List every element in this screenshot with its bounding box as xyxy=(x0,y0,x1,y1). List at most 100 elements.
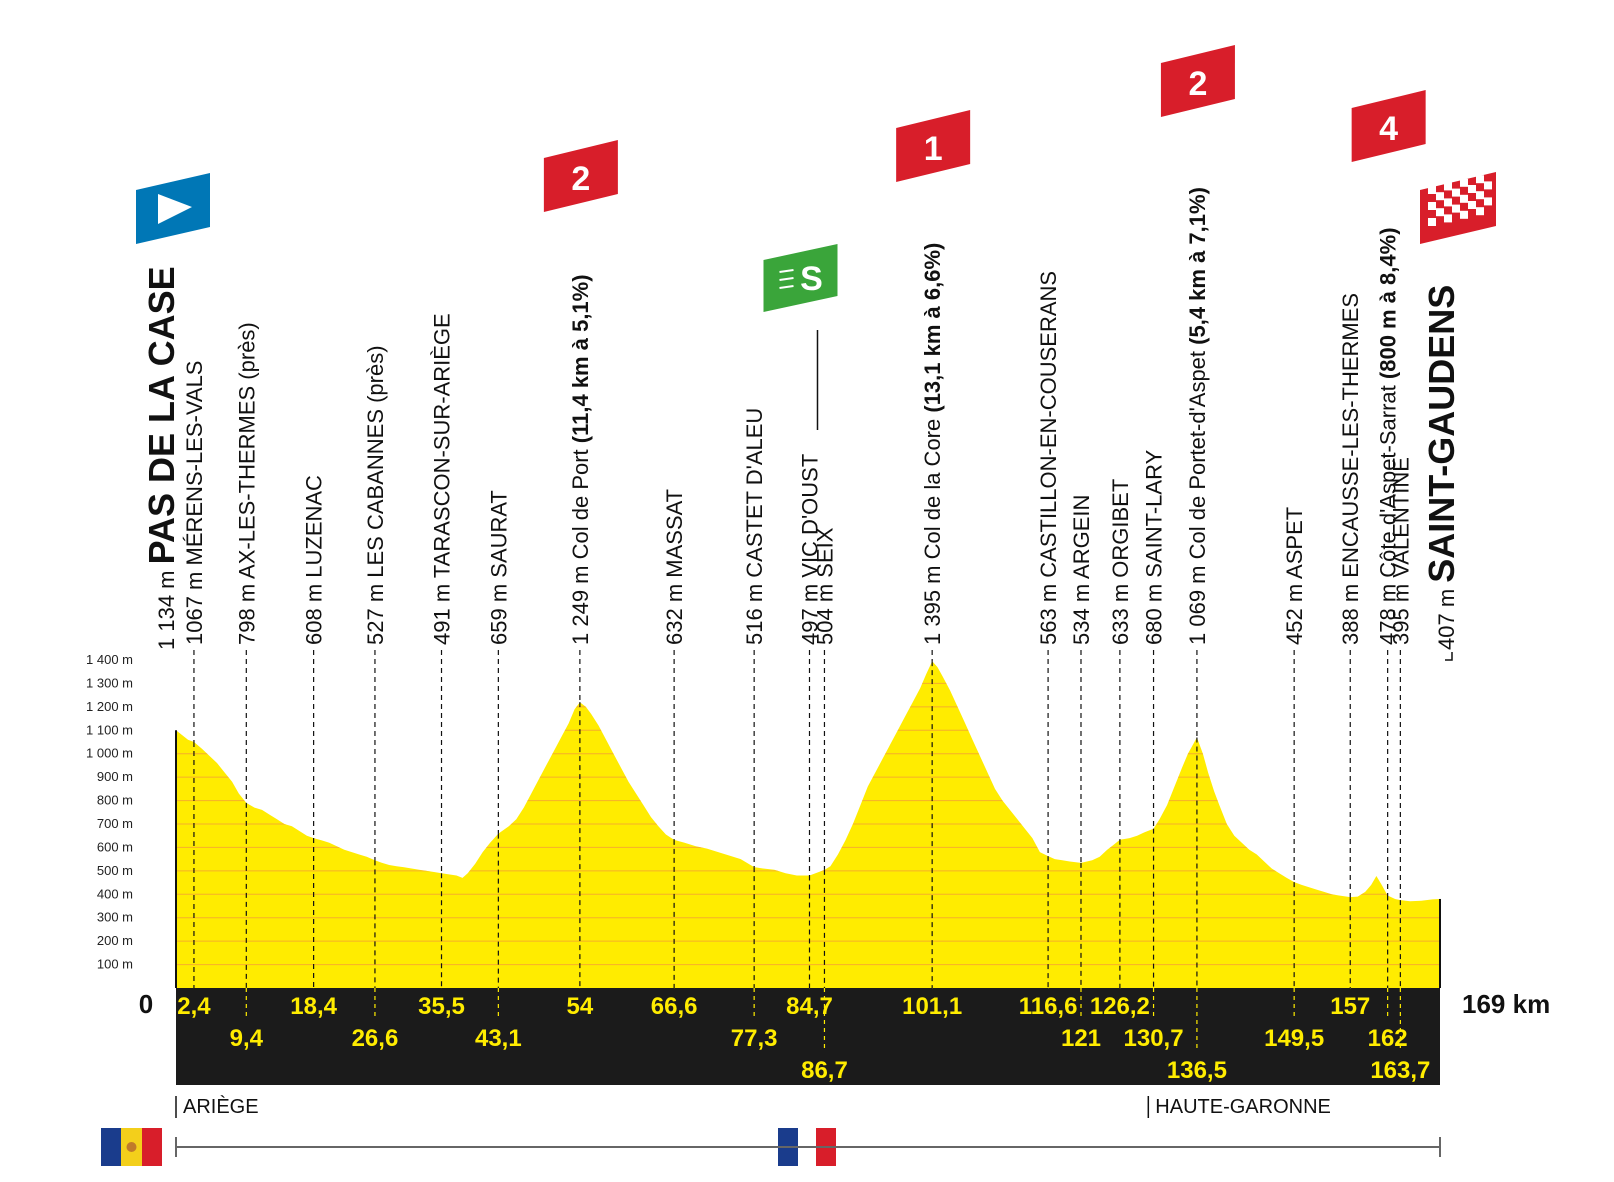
waypoint-altitude: 1 069 m xyxy=(1185,559,1210,645)
checker-square xyxy=(1428,202,1436,210)
waypoint-label: 680 m SAINT-LARY xyxy=(1142,449,1167,645)
speed-line xyxy=(779,269,794,273)
km-label: 121 xyxy=(1061,1025,1101,1052)
category-marker-icon: 2 xyxy=(543,140,618,212)
checker-square xyxy=(1428,186,1436,194)
waypoint-name: Col de Port xyxy=(568,449,593,559)
waypoint-altitude: 527 m xyxy=(363,578,388,645)
waypoint-name: CASTET D'ALEU xyxy=(742,408,767,578)
waypoint-altitude: 608 m xyxy=(302,578,327,645)
waypoint-name: Côte d'Aspet-Sarrat xyxy=(1376,385,1401,578)
waypoint-altitude: 478 m xyxy=(1376,578,1401,645)
waypoint-label: 478 m Côte d'Aspet-Sarrat (800 m à 8,4%) xyxy=(1376,227,1401,645)
checker-square xyxy=(1476,175,1484,184)
checker-square xyxy=(1452,188,1460,197)
km-label: 126,2 xyxy=(1090,993,1150,1020)
km-label: 54 xyxy=(567,993,594,1020)
km-band-background xyxy=(176,988,1440,1085)
sprint-marker-icon: S xyxy=(763,244,838,312)
waypoint-label: 452 m ASPET xyxy=(1282,507,1307,645)
waypoint-label: 633 m ORGIBET xyxy=(1108,479,1133,645)
category-flag xyxy=(543,140,618,212)
waypoint-label: 504 m SEIX xyxy=(812,527,837,645)
checker-square xyxy=(1468,201,1476,209)
y-tick-label: 500 m xyxy=(97,863,133,878)
waypoint-label: 659 m SAURAT xyxy=(486,490,511,645)
sprint-flag xyxy=(763,244,838,312)
waypoint-label: 497 m VIC D'OUST xyxy=(797,454,822,645)
waypoint-name: LUZENAC xyxy=(302,475,327,578)
waypoint-label: 516 m CASTET D'ALEU xyxy=(742,408,767,645)
checker-square xyxy=(1452,204,1460,213)
waypoint-altitude: 1 249 m xyxy=(568,559,593,645)
waypoint-altitude: 516 m xyxy=(742,578,767,645)
km-label: 162 xyxy=(1368,1025,1408,1052)
waypoint-altitude: 388 m xyxy=(1338,578,1363,645)
checker-square xyxy=(1428,218,1436,226)
km-label: 43,1 xyxy=(475,1025,522,1052)
checker-square xyxy=(1436,208,1444,217)
km-label: 18,4 xyxy=(290,993,337,1020)
waypoint-name: ASPET xyxy=(1282,507,1307,579)
region-label: HAUTE-GARONNE xyxy=(1155,1096,1331,1118)
waypoint-name: MASSAT xyxy=(662,489,687,578)
waypoint-labels: 1 134 m PAS DE LA CASE 407 m SAINT-GAUDEN… xyxy=(141,187,1462,650)
speed-line xyxy=(779,277,794,281)
km-label: 149,5 xyxy=(1264,1025,1324,1052)
checker-square xyxy=(1468,185,1476,193)
waypoint-label: 1 069 m Col de Portet-d'Aspet (5,4 km à … xyxy=(1185,187,1210,645)
waypoint-name: MÉRENS-LES-VALS xyxy=(182,361,207,566)
waypoint-name: Col de la Core xyxy=(920,419,945,560)
waypoint-name: VIC D'OUST xyxy=(797,454,822,578)
km-label: 163,7 xyxy=(1370,1057,1430,1084)
km-band xyxy=(176,988,1440,1085)
elevation-profile xyxy=(175,661,1441,988)
waypoint-name: Col de Portet-d'Aspet xyxy=(1185,351,1210,559)
km-label: 116,6 xyxy=(1019,993,1078,1020)
y-axis: 1 400 m 1 300 m 1 200 m 1 100 m 1 000 m 900 m… xyxy=(86,652,133,972)
waypoint-altitude: 798 m xyxy=(234,579,259,645)
category-number: 2 xyxy=(571,160,590,198)
waypoint-label: 1 249 m Col de Port (11,4 km à 5,1%) xyxy=(568,274,593,645)
checker-square xyxy=(1444,198,1452,207)
finish-name: SAINT-GAUDENS xyxy=(1421,285,1462,583)
y-tick-label: 1 200 m xyxy=(86,699,133,714)
waypoint-name: SAURAT xyxy=(486,490,511,578)
y-tick-label: 1 400 m xyxy=(86,652,133,667)
andorra-flag xyxy=(101,1128,162,1166)
profile-area xyxy=(176,661,1440,988)
waypoint-name: CASTILLON-EN-COUSERANS xyxy=(1036,271,1061,578)
regions: ARIÈGE HAUTE-GARONNE xyxy=(175,1095,1331,1118)
y-tick-label: 1 300 m xyxy=(86,675,133,690)
km-label: 35,5 xyxy=(418,993,465,1020)
category-marker-icon: 2 xyxy=(1160,45,1235,117)
category-flag xyxy=(1351,90,1426,162)
start-label: 1 134 m PAS DE LA CASE xyxy=(141,266,182,650)
region-label: ARIÈGE xyxy=(183,1095,259,1118)
waypoint-altitude: 491 m xyxy=(430,578,455,645)
waypoint-name: ENCAUSSE-LES-THERMES xyxy=(1338,293,1363,578)
waypoint-altitude: 395 m xyxy=(1388,578,1413,645)
waypoint-altitude: 1067 m xyxy=(182,566,207,646)
category-marker-icon: 1 xyxy=(896,110,971,182)
y-tick-label: 600 m xyxy=(97,839,133,854)
waypoint-label: 1 395 m Col de la Core (13,1 km à 6,6%) xyxy=(920,243,945,645)
y-tick-label: 900 m xyxy=(97,769,133,784)
start-name: PAS DE LA CASE xyxy=(141,266,182,564)
y-tick-label: 300 m xyxy=(97,910,133,925)
y-tick-label: 200 m xyxy=(97,933,133,948)
category-flag xyxy=(1160,45,1235,117)
country-flags xyxy=(101,1128,1441,1166)
category-number: 2 xyxy=(1188,65,1207,103)
km-label: 130,7 xyxy=(1124,1025,1184,1052)
waypoint-leaders xyxy=(193,330,1453,988)
finish-altitude: 407 m xyxy=(1434,583,1459,650)
waypoint-name: SAINT-LARY xyxy=(1142,449,1167,577)
start-altitude: 1 134 m xyxy=(154,564,179,650)
km-label: 2,4 xyxy=(177,993,211,1020)
checker-square xyxy=(1476,207,1484,216)
waypoint-name: ORGIBET xyxy=(1108,479,1133,578)
finish-label: 407 m SAINT-GAUDENS xyxy=(1421,285,1462,650)
waypoint-altitude: 680 m xyxy=(1142,578,1167,645)
